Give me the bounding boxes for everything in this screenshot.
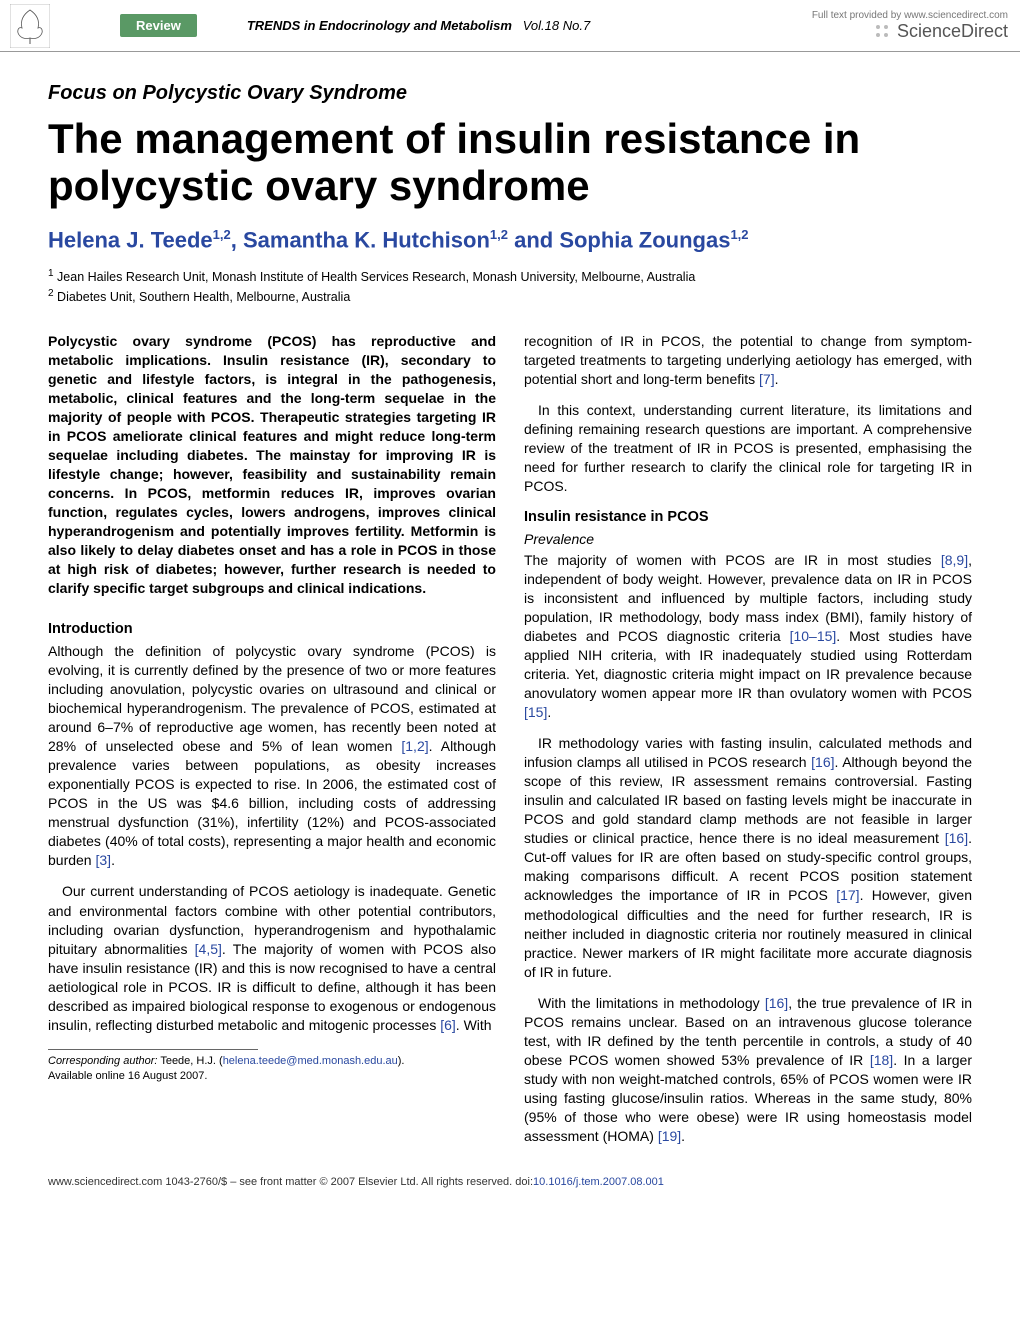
prevalence-subheading: Prevalence (524, 530, 972, 549)
elsevier-tree-icon (10, 4, 50, 48)
abstract: Polycystic ovary syndrome (PCOS) has rep… (48, 332, 496, 598)
ref-link[interactable]: [7] (759, 371, 775, 387)
intro-para-1: Although the definition of polycystic ov… (48, 642, 496, 870)
article-title: The management of insulin resistance in … (48, 115, 972, 209)
two-column-body: Polycystic ovary syndrome (PCOS) has rep… (48, 332, 972, 1158)
ref-link[interactable]: [6] (440, 1017, 456, 1033)
prevalence-para-2: IR methodology varies with fasting insul… (524, 734, 972, 981)
journal-reference: TRENDS in Endocrinology and Metabolism V… (247, 18, 590, 33)
intro-para-2-continued: recognition of IR in PCOS, the potential… (524, 332, 972, 389)
page-footer: www.sciencedirect.com 1043-2760/$ – see … (0, 1176, 1020, 1200)
sd-tagline: Full text provided by www.sciencedirect.… (812, 10, 1008, 21)
journal-header: Review TRENDS in Endocrinology and Metab… (0, 0, 1020, 52)
ref-link[interactable]: [16] (765, 995, 788, 1011)
ref-link[interactable]: [16] (811, 754, 834, 770)
ref-link[interactable]: [17] (836, 887, 859, 903)
elsevier-logo (0, 0, 60, 52)
ref-link[interactable]: [15] (524, 704, 547, 720)
sd-text: ScienceDirect (897, 21, 1008, 42)
affiliation-1: 1 Jean Hailes Research Unit, Monash Inst… (48, 267, 972, 286)
volume-issue: Vol.18 No.7 (523, 18, 590, 33)
intro-para-3: In this context, understanding current l… (524, 401, 972, 496)
intro-para-2: Our current understanding of PCOS aetiol… (48, 882, 496, 1034)
ref-link[interactable]: [1,2] (401, 738, 428, 754)
prevalence-para-3: With the limitations in methodology [16]… (524, 994, 972, 1146)
affiliation-2: 2 Diabetes Unit, Southern Health, Melbou… (48, 287, 972, 306)
ref-link[interactable]: [16] (945, 830, 968, 846)
author-2-affil-sup: 1,2 (490, 227, 508, 242)
corresponding-name: Teede, H.J. ( (157, 1055, 222, 1067)
ref-link[interactable]: [10–15] (790, 628, 837, 644)
doi-link[interactable]: 10.1016/j.tem.2007.08.001 (533, 1176, 664, 1188)
focus-line: Focus on Polycystic Ovary Syndrome (48, 82, 972, 105)
author-email[interactable]: helena.teede@med.monash.edu.au (223, 1055, 398, 1067)
footer-left: www.sciencedirect.com 1043-2760/$ – see … (48, 1176, 664, 1188)
corresponding-author-footnote: Corresponding author: Teede, H.J. (helen… (48, 1054, 496, 1084)
review-badge: Review (120, 14, 197, 37)
ref-link[interactable]: [4,5] (195, 941, 222, 957)
ref-link[interactable]: [3] (95, 852, 111, 868)
left-column: Polycystic ovary syndrome (PCOS) has rep… (48, 332, 496, 1158)
ref-link[interactable]: [8,9] (941, 552, 968, 568)
affiliations: 1 Jean Hailes Research Unit, Monash Inst… (48, 267, 972, 306)
corresponding-label: Corresponding author: (48, 1055, 157, 1067)
authors: Helena J. Teede1,2, Samantha K. Hutchiso… (48, 227, 972, 253)
ir-heading: Insulin resistance in PCOS (524, 508, 972, 528)
journal-name: TRENDS in Endocrinology and Metabolism (247, 18, 512, 33)
author-1: Helena J. Teede (48, 227, 213, 252)
author-1-affil-sup: 1,2 (213, 227, 231, 242)
introduction-heading: Introduction (48, 620, 496, 640)
ref-link[interactable]: [19] (658, 1128, 681, 1144)
ref-link[interactable]: [18] (870, 1052, 893, 1068)
sciencedirect-icon (873, 22, 891, 40)
footnote-divider (48, 1049, 258, 1050)
author-3-affil-sup: 1,2 (730, 227, 748, 242)
sciencedirect-label: ScienceDirect (812, 21, 1008, 42)
author-3: and Sophia Zoungas (508, 227, 730, 252)
author-2: , Samantha K. Hutchison (231, 227, 490, 252)
sciencedirect-block: Full text provided by www.sciencedirect.… (812, 10, 1008, 42)
prevalence-para-1: The majority of women with PCOS are IR i… (524, 551, 972, 722)
right-column: recognition of IR in PCOS, the potential… (524, 332, 972, 1158)
available-online-date: Available online 16 August 2007. (48, 1070, 207, 1082)
article-content: Focus on Polycystic Ovary Syndrome The m… (0, 52, 1020, 1168)
